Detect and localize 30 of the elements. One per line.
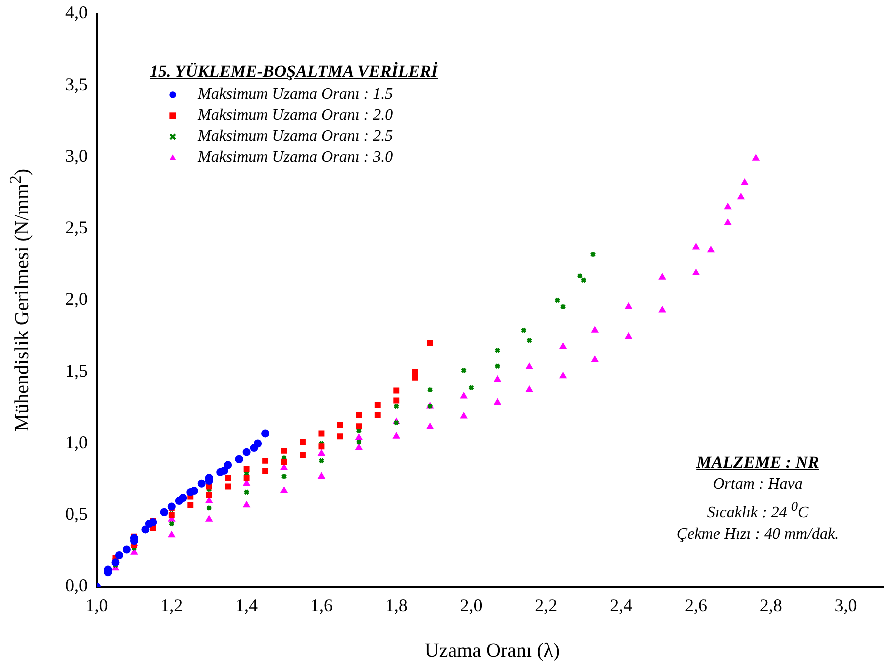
x-tick-label: 1,4 <box>236 596 258 616</box>
x-tick-label: 1,8 <box>385 596 408 616</box>
x-tick-label: 3,0 <box>834 596 858 616</box>
x-axis-title: Uzama Oranı (λ) <box>424 640 562 663</box>
x-tick-label: 2,8 <box>760 596 782 616</box>
y-tick-label: 3,0 <box>66 146 88 166</box>
legend-label: Maksimum Uzama Oranı : 2.0 <box>198 106 394 124</box>
y-tick-label: 0,0 <box>66 576 88 596</box>
x-tick-label: 1,2 <box>160 596 184 616</box>
y-tick-label: 2,0 <box>66 289 88 310</box>
annotation: MALZEME : NR <box>696 452 820 474</box>
legend-label: Maksimum Uzama Oranı : 1.5 <box>198 86 394 104</box>
y-tick-label: 3,5 <box>66 74 88 94</box>
legend-label: Maksimum Uzama Oranı : 2.5 <box>198 128 394 146</box>
x-tick-label: 2,4 <box>610 596 633 616</box>
annotation: Çekme Hızı : 40 mm/dak. <box>676 525 840 546</box>
x-tick-label: 1,6 <box>310 596 333 616</box>
x-tick-label: 2,2 <box>535 596 558 616</box>
legend-label: Maksimum Uzama Oranı : 3.0 <box>198 148 394 166</box>
annotation: Ortam : Hava <box>712 475 804 495</box>
y-tick-label: 0,5 <box>66 504 88 524</box>
x-tick-label: 1,0 <box>86 596 108 616</box>
y-tick-label: 1,0 <box>66 432 88 452</box>
x-tick-label: 2,6 <box>684 596 708 616</box>
x-tick-label: 2,0 <box>460 596 483 616</box>
legend-title: 15. YÜKLEME-BOŞALTMA VERİLERİ <box>150 62 438 82</box>
y-tick-label: 4,0 <box>66 2 88 23</box>
y-tick-label: 2,5 <box>66 218 88 238</box>
y-tick-label: 1,5 <box>66 360 88 381</box>
annotation: Sıcaklık : 24 $^{0}$C <box>706 498 810 524</box>
